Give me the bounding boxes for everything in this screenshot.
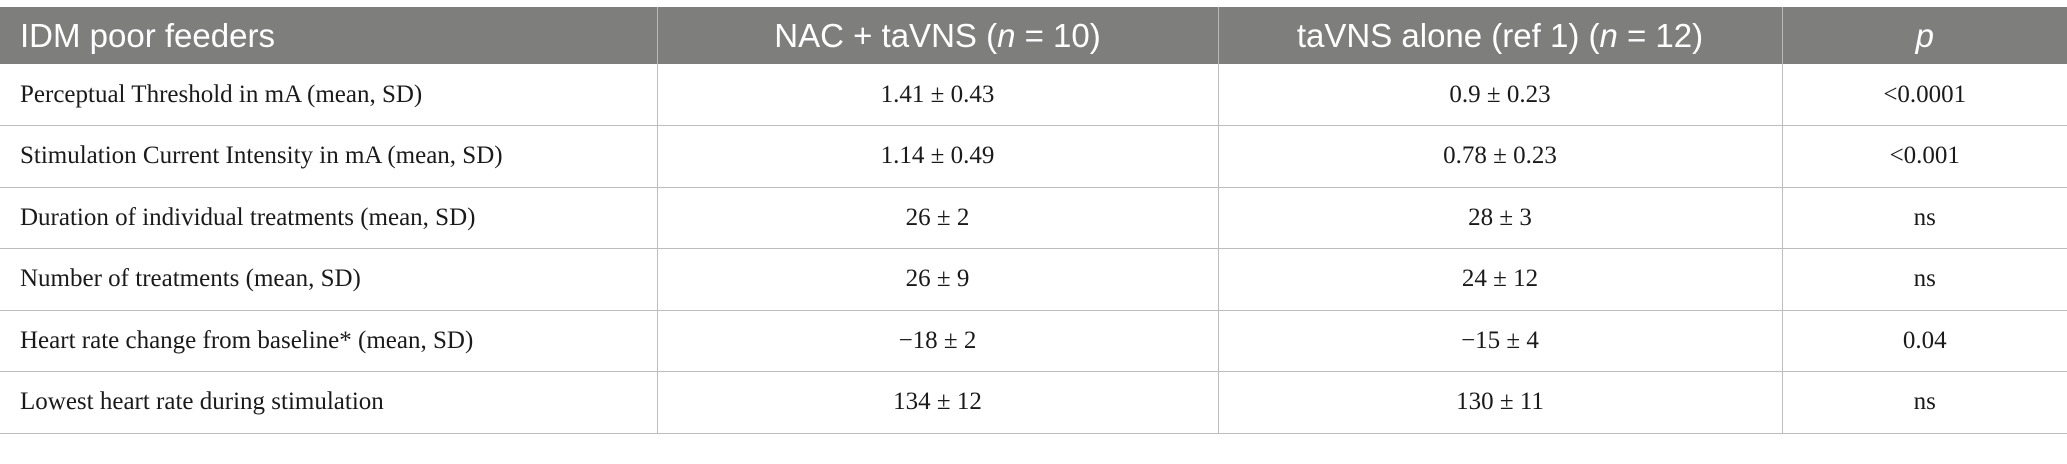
tavns-alone-value: 28 ± 3: [1217, 187, 1782, 249]
tavns-alone-value: 24 ± 12: [1217, 248, 1782, 311]
p-value: ns: [1781, 248, 2067, 311]
table-row: Lowest heart rate during stimulation 134…: [0, 371, 2067, 434]
row-label: Stimulation Current Intensity in mA (mea…: [0, 125, 657, 188]
header-nac-tavns-n: n: [997, 17, 1016, 54]
header-tavns-alone-prefix: taVNS alone (ref 1) (: [1296, 17, 1600, 54]
nac-tavns-value: 134 ± 12: [656, 371, 1218, 434]
tavns-alone-value: 0.78 ± 0.23: [1217, 125, 1782, 188]
nac-tavns-value: 26 ± 9: [656, 248, 1218, 311]
table-header: IDM poor feeders NAC + taVNS (n = 10) ta…: [0, 7, 2067, 64]
comparison-table: IDM poor feeders NAC + taVNS (n = 10) ta…: [0, 7, 2067, 434]
p-value: <0.0001: [1781, 64, 2067, 126]
p-value: ns: [1781, 371, 2067, 434]
tavns-alone-value: −15 ± 4: [1217, 310, 1782, 372]
table-row: Heart rate change from baseline* (mean, …: [0, 310, 2067, 372]
table-row: Number of treatments (mean, SD) 26 ± 9 2…: [0, 248, 2067, 311]
tavns-alone-value: 130 ± 11: [1217, 371, 1782, 434]
row-label: Heart rate change from baseline* (mean, …: [0, 310, 657, 372]
p-value: 0.04: [1781, 310, 2067, 372]
tavns-alone-value: 0.9 ± 0.23: [1217, 64, 1782, 126]
p-value: <0.001: [1781, 125, 2067, 188]
table-body: Perceptual Threshold in mA (mean, SD) 1.…: [0, 64, 2067, 434]
nac-tavns-value: 1.14 ± 0.49: [656, 125, 1218, 188]
nac-tavns-value: 1.41 ± 0.43: [656, 64, 1218, 126]
header-nac-tavns-prefix: NAC + taVNS (: [774, 17, 998, 54]
table-row: Perceptual Threshold in mA (mean, SD) 1.…: [0, 64, 2067, 126]
row-label: Lowest heart rate during stimulation: [0, 371, 657, 434]
comparison-table-container: IDM poor feeders NAC + taVNS (n = 10) ta…: [0, 7, 2067, 434]
header-group-label: IDM poor feeders: [20, 17, 275, 54]
header-row: IDM poor feeders NAC + taVNS (n = 10) ta…: [0, 7, 2067, 64]
header-p-value: p: [1781, 7, 2067, 64]
nac-tavns-value: −18 ± 2: [656, 310, 1218, 372]
p-value: ns: [1781, 187, 2067, 249]
header-tavns-alone-n: n: [1599, 17, 1618, 54]
header-tavns-alone: taVNS alone (ref 1) (n = 12): [1217, 7, 1782, 64]
header-tavns-alone-suffix: = 12): [1617, 17, 1704, 54]
header-nac-tavns: NAC + taVNS (n = 10): [656, 7, 1218, 64]
row-label: Perceptual Threshold in mA (mean, SD): [0, 64, 657, 126]
nac-tavns-value: 26 ± 2: [656, 187, 1218, 249]
table-row: Duration of individual treatments (mean,…: [0, 187, 2067, 249]
row-label: Duration of individual treatments (mean,…: [0, 187, 657, 249]
row-label: Number of treatments (mean, SD): [0, 248, 657, 311]
table-row: Stimulation Current Intensity in mA (mea…: [0, 125, 2067, 188]
header-nac-tavns-suffix: = 10): [1015, 17, 1101, 54]
